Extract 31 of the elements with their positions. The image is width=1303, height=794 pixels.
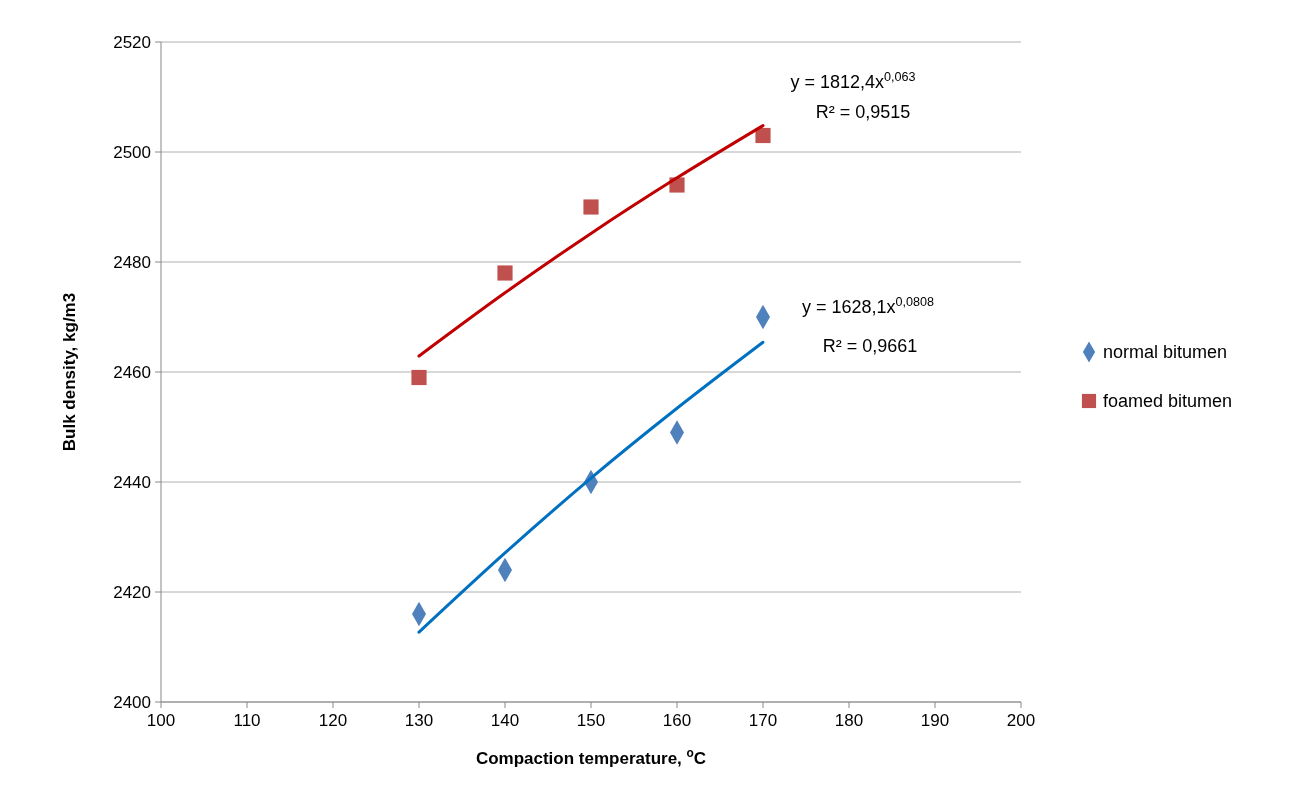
y-tick-label: 2500 xyxy=(113,143,151,162)
x-tick-label: 140 xyxy=(490,711,520,730)
line-series xyxy=(417,340,765,634)
annotation: y = 1628,1x$^{0,0808}$ xyxy=(801,295,935,317)
y-tick-label: 2440 xyxy=(113,473,151,492)
point xyxy=(583,199,599,215)
x-tick-label: 120 xyxy=(318,711,348,730)
y-tick-label: 2460 xyxy=(113,363,151,382)
annotation: R² = 0,9515 xyxy=(815,102,911,122)
legend-label: normal bitumen xyxy=(1103,342,1228,362)
x-tick-label: 150 xyxy=(576,711,606,730)
x-tick-label: 100 xyxy=(146,711,176,730)
x-tick-label: 190 xyxy=(920,711,950,730)
x-tick-label: 170 xyxy=(748,711,778,730)
annotation: y = 1812,4x$^{0,063}$ xyxy=(790,70,916,92)
point xyxy=(497,265,513,281)
point xyxy=(411,369,427,386)
y-tick-label: 2480 xyxy=(113,253,151,272)
x-axis-title: Compaction temperature, $^{o}$C xyxy=(475,746,707,768)
y-tick-label: 2420 xyxy=(113,583,151,602)
x-tick-label: 160 xyxy=(662,711,692,730)
x-tick-label: 130 xyxy=(404,711,434,730)
x-tick-label: 110 xyxy=(233,711,261,730)
x-tick-label: 200 xyxy=(1006,711,1036,730)
x-tick-label: 180 xyxy=(834,711,864,730)
annotation: R² = 0,9661 xyxy=(822,336,918,356)
y-tick-label: 2520 xyxy=(113,33,151,52)
legend-label: foamed bitumen xyxy=(1103,391,1233,411)
y-axis-title: Bulk density, kg/m3 xyxy=(60,292,79,452)
point xyxy=(755,127,771,144)
y-tick-label: 2400 xyxy=(113,693,151,712)
